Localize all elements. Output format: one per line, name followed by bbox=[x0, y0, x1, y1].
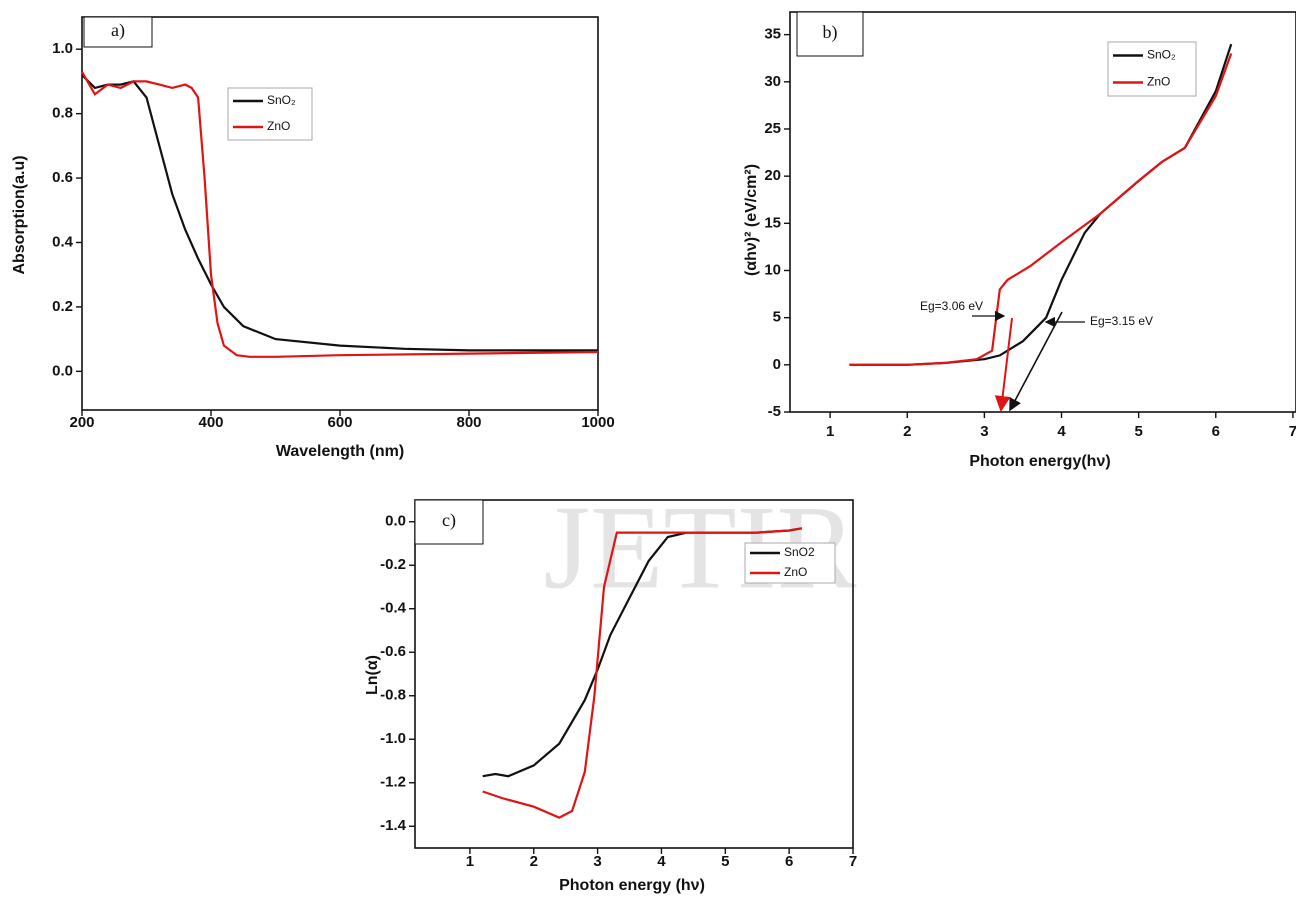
legend-label: SnO2 bbox=[784, 545, 815, 559]
panel-label: a) bbox=[111, 20, 125, 41]
y-tick-label: 0.0 bbox=[52, 362, 73, 379]
y-tick-label: -1.2 bbox=[380, 774, 406, 791]
panel-label: c) bbox=[442, 510, 456, 531]
y-tick-label: -5 bbox=[768, 403, 781, 420]
y-tick-label: 20 bbox=[764, 167, 781, 184]
x-axis-title: Wavelength (nm) bbox=[276, 443, 404, 460]
x-tick-label: 4 bbox=[657, 853, 666, 870]
x-tick-label: 3 bbox=[593, 853, 601, 870]
y-tick-label: 10 bbox=[764, 261, 781, 278]
legend-label: ZnO bbox=[1147, 75, 1170, 89]
x-tick-label: 1 bbox=[826, 423, 834, 440]
x-tick-label: 7 bbox=[849, 853, 857, 870]
chart: 0.0 0.2 0.4 0.6 0.8 1.0 200 400 600 800 1000 Wavele… bbox=[11, 16, 615, 460]
y-tick-label: -1.4 bbox=[380, 817, 407, 834]
legend-box bbox=[227, 87, 313, 141]
x-tick-label: 400 bbox=[198, 414, 223, 431]
x-axis-title: Photon energy(hν) bbox=[969, 453, 1110, 470]
series-line bbox=[81, 74, 598, 352]
y-tick-label: 0.8 bbox=[52, 105, 73, 122]
y-tick-label: 25 bbox=[764, 120, 781, 137]
x-tick-label: 1000 bbox=[581, 414, 614, 431]
x-tick-label: 2 bbox=[903, 423, 911, 440]
y-tick-label: 0.0 bbox=[385, 513, 406, 530]
panel-box bbox=[83, 16, 153, 48]
x-tick-label: 800 bbox=[456, 414, 481, 431]
y-tick-label: 0 bbox=[773, 356, 781, 373]
series-line bbox=[849, 53, 1233, 366]
x-tick-label: 6 bbox=[785, 853, 793, 870]
x-tick-label: 7 bbox=[1289, 423, 1296, 440]
y-tick-label: 35 bbox=[764, 26, 781, 43]
y-axis-title: (αhν)² (eV/cm²) bbox=[743, 164, 760, 276]
tangent bbox=[994, 317, 1013, 412]
tangent bbox=[1009, 311, 1063, 412]
y-tick-label: 15 bbox=[764, 214, 781, 231]
series-line bbox=[81, 71, 599, 358]
y-tick-label: -0.2 bbox=[380, 556, 406, 573]
legend-label: ZnO bbox=[267, 119, 290, 133]
y-tick-label: -0.6 bbox=[380, 643, 406, 660]
x-tick-label: 4 bbox=[1057, 423, 1066, 440]
y-tick-label: -0.4 bbox=[380, 600, 407, 617]
y-tick-label: 0.2 bbox=[52, 298, 73, 315]
x-tick-label: 200 bbox=[69, 414, 94, 431]
panel-label: b) bbox=[823, 22, 838, 43]
y-tick-label: 0.4 bbox=[52, 233, 74, 250]
y-tick-label: 30 bbox=[764, 73, 781, 90]
x-tick-label: 6 bbox=[1212, 423, 1220, 440]
plot-frame bbox=[789, 11, 1296, 413]
x-tick-label: 600 bbox=[327, 414, 352, 431]
panel-box bbox=[796, 11, 864, 57]
legend-box bbox=[1107, 41, 1197, 97]
x-tick-label: 3 bbox=[980, 423, 988, 440]
y-tick-label: -1.0 bbox=[380, 730, 406, 747]
y-axis-title: Absorption(a.u) bbox=[11, 155, 28, 274]
x-tick-label: 5 bbox=[1134, 423, 1142, 440]
y-tick-label: 5 bbox=[773, 309, 781, 326]
plot-frame bbox=[414, 499, 854, 849]
y-tick-label: -0.8 bbox=[380, 687, 406, 704]
annotation: Eg=3.06 eV bbox=[920, 299, 983, 313]
legend-label: SnO₂ bbox=[267, 93, 296, 107]
legend-label: SnO₂ bbox=[1147, 48, 1176, 62]
y-tick-label: 1.0 bbox=[52, 40, 73, 57]
chart: -5 0 5 10 15 20 25 30 35 1 2 3 4 5 6 7 Photon energy(hν)… bbox=[743, 11, 1296, 470]
chart: -1.4 -1.2 -1.0 -0.8 -0.6 -0.4 -0.2 0.0 1 2 3 4 5 6 7 Ph… bbox=[364, 499, 857, 894]
x-axis-title: Photon energy (hν) bbox=[559, 877, 705, 894]
legend-box bbox=[744, 542, 836, 584]
x-tick-label: 5 bbox=[721, 853, 729, 870]
panel-box bbox=[414, 499, 484, 545]
legend-label: ZnO bbox=[784, 565, 807, 579]
x-tick-label: 1 bbox=[466, 853, 474, 870]
y-tick-label: 0.6 bbox=[52, 169, 73, 186]
x-tick-label: 2 bbox=[530, 853, 538, 870]
series-line bbox=[482, 527, 803, 819]
y-axis-title: Ln(α) bbox=[364, 655, 381, 695]
annotation: Eg=3.15 eV bbox=[1090, 314, 1153, 328]
